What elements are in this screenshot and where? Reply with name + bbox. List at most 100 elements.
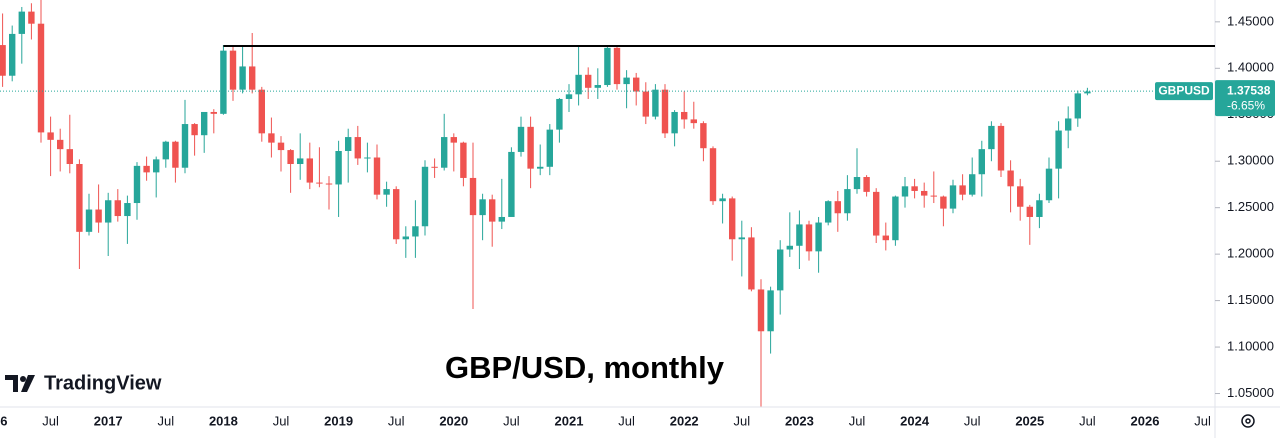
candle-body: [210, 111, 217, 114]
candle-body: [594, 85, 601, 88]
candle-body: [940, 196, 947, 209]
candle-body: [508, 151, 515, 217]
candle-body: [469, 177, 477, 216]
candle-body: [988, 125, 995, 150]
candle-body: [460, 142, 467, 178]
candle-body: [364, 157, 371, 159]
x-tick-label: Jul: [618, 413, 635, 428]
candle-body: [690, 119, 697, 124]
candle-body: [383, 189, 390, 195]
candle-body: [287, 150, 294, 165]
x-tick-label: 2019: [324, 413, 353, 428]
candle-body: [1065, 118, 1072, 131]
candle-body: [402, 236, 409, 240]
candle-body: [325, 183, 333, 185]
candle-body: [959, 185, 966, 195]
candle-body: [354, 137, 361, 159]
candle-body: [1017, 186, 1024, 207]
y-tick-label: 1.15000: [1227, 292, 1274, 307]
candle-body: [1026, 206, 1033, 217]
x-tick-label: Jul: [157, 413, 174, 428]
candle-body: [431, 166, 438, 168]
candle-body: [565, 94, 573, 99]
candle-body: [258, 89, 265, 134]
y-tick-label: 1.20000: [1227, 246, 1274, 261]
last-price-label: 1.37538: [1227, 83, 1271, 97]
y-tick-label: 1.45000: [1227, 13, 1274, 28]
last-change-label: -6.65%: [1227, 98, 1265, 112]
candle-body: [652, 89, 659, 117]
candle-body: [546, 129, 553, 167]
candle-body: [700, 123, 707, 149]
candle-body: [825, 201, 832, 223]
candle-body: [441, 137, 448, 168]
x-tick-label: 2017: [94, 413, 123, 428]
candle-body: [892, 196, 899, 241]
candle-body: [162, 141, 169, 160]
candle-body: [844, 189, 851, 214]
symbol-label: GBPUSD: [1158, 83, 1210, 97]
candle-body: [738, 237, 745, 240]
candle-body: [642, 91, 649, 117]
candle-body: [249, 66, 256, 90]
candle-body: [76, 164, 83, 232]
x-tick-label: Jul: [388, 413, 405, 428]
candle-body: [153, 159, 160, 173]
candle-body: [133, 165, 141, 204]
candle-body: [0, 45, 6, 76]
candle-body: [729, 198, 736, 240]
candle-body: [815, 222, 822, 252]
x-tick-label: Jul: [1079, 413, 1096, 428]
candle-body: [997, 125, 1005, 171]
y-tick-label: 1.30000: [1227, 153, 1274, 168]
candle-body: [18, 11, 25, 34]
candle-body: [105, 200, 112, 223]
y-tick-label: 1.25000: [1227, 199, 1274, 214]
candle-body: [345, 137, 352, 151]
candle-body: [297, 158, 304, 165]
candle-body: [277, 142, 285, 151]
candle-body: [585, 74, 592, 88]
candle-body: [181, 124, 189, 168]
candle-body: [930, 195, 937, 197]
candle-body: [719, 198, 726, 202]
candle-body: [681, 111, 688, 120]
candle-body: [28, 11, 35, 24]
candle-body: [777, 249, 784, 291]
candle-body: [489, 199, 496, 222]
candle-body: [969, 174, 976, 195]
candle-body: [873, 191, 880, 236]
settings-icon[interactable]: [1241, 414, 1255, 428]
candle-body: [85, 209, 93, 232]
candle-body: [853, 177, 861, 190]
candle-body: [767, 290, 774, 332]
x-tick-label: 2020: [439, 413, 468, 428]
x-tick-label: Jul: [42, 413, 59, 428]
candle-body: [1084, 91, 1091, 94]
candle-body: [1055, 130, 1062, 169]
candle-body: [393, 189, 400, 240]
candle-body: [450, 137, 457, 143]
y-tick-label: 1.05000: [1227, 385, 1274, 400]
x-tick-label: Jul: [273, 413, 290, 428]
plot-area: [0, 0, 1091, 408]
x-tick-label: Jul: [733, 413, 750, 428]
candle-body: [556, 98, 563, 130]
candle-body: [373, 157, 381, 195]
candle-body: [911, 186, 918, 191]
candle-body: [949, 185, 957, 209]
y-tick-label: 1.40000: [1227, 60, 1274, 75]
candle-body: [834, 201, 841, 214]
candle-body: [517, 126, 525, 152]
brand-name: TradingView: [44, 372, 162, 394]
x-tick-label: 2016: [0, 413, 7, 428]
candle-body: [661, 89, 669, 134]
candle-body: [95, 209, 102, 223]
candle-body: [709, 148, 717, 202]
price-tag: [1215, 80, 1275, 117]
candle-body: [671, 111, 678, 134]
x-tick-label: 2026: [1131, 413, 1160, 428]
candle-body: [316, 182, 323, 184]
candle-body: [786, 245, 793, 250]
